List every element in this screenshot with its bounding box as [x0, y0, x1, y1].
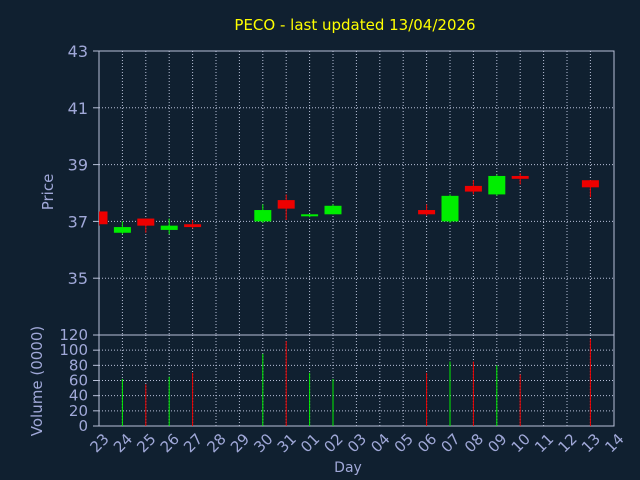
x-tick-label: 02: [321, 430, 347, 456]
x-tick-label: 08: [461, 430, 487, 456]
candle-body: [418, 210, 436, 215]
price-tick-label: 39: [68, 156, 88, 175]
candle-body: [441, 195, 459, 222]
candle-body: [277, 200, 295, 209]
candle-body: [581, 180, 599, 188]
candle-body: [254, 210, 272, 222]
price-tick-label: 35: [68, 269, 88, 288]
volume-tick-label: 20: [69, 402, 88, 420]
x-tick-label: 10: [508, 430, 534, 456]
price-tick-label: 41: [68, 99, 88, 118]
x-tick-label: 06: [414, 430, 440, 456]
x-tick-label: 03: [344, 430, 370, 456]
candle-body: [301, 214, 319, 217]
volume-tick-label: 80: [69, 356, 88, 374]
x-tick-label: 14: [601, 430, 627, 456]
volume-tick-label: 120: [59, 326, 88, 344]
x-tick-label: 01: [297, 430, 323, 456]
candle-body: [137, 218, 155, 226]
price-panel: 35 37 39 41 43: [68, 42, 615, 336]
x-tick-label: 07: [438, 430, 464, 456]
x-tick-label: 12: [555, 430, 581, 456]
volume-tick-label: 40: [69, 387, 88, 405]
candles-group: [99, 173, 599, 235]
x-axis-ticks: 2324252627282930310102030405060708091011…: [87, 430, 628, 456]
x-tick-label: 27: [180, 430, 206, 456]
price-axis-label: Price: [39, 174, 57, 211]
candle-body: [184, 224, 202, 228]
candle-body: [464, 185, 482, 192]
x-tick-label: 09: [484, 430, 510, 456]
candle-body: [113, 227, 131, 233]
x-tick-label: 23: [87, 430, 113, 456]
x-tick-label: 30: [250, 430, 276, 456]
candle-body: [99, 211, 108, 225]
x-tick-label: 04: [367, 430, 393, 456]
candle-body: [511, 175, 529, 179]
x-tick-label: 05: [391, 430, 417, 456]
price-tick-label: 43: [68, 42, 88, 61]
volume-tick-label: 60: [69, 372, 88, 390]
candle-body: [488, 175, 506, 195]
volume-tick-label: 0: [78, 417, 88, 435]
volume-tick-label: 100: [59, 341, 88, 359]
x-tick-label: 26: [157, 430, 183, 456]
x-axis-label: Day: [334, 460, 362, 476]
x-tick-label: 29: [227, 430, 253, 456]
x-tick-label: 31: [274, 430, 300, 456]
chart-title: PECO - last updated 13/04/2026: [234, 16, 475, 34]
x-tick-label: 24: [110, 430, 136, 456]
x-tick-label: 25: [133, 430, 159, 456]
x-tick-label: 28: [204, 430, 230, 456]
volume-axis-label: Volume (0000): [28, 326, 46, 436]
x-tick-label: 11: [531, 430, 557, 456]
price-tick-label: 37: [68, 212, 88, 231]
x-tick-label: 13: [578, 430, 604, 456]
candle-body: [160, 225, 178, 230]
candle-body: [324, 205, 342, 215]
